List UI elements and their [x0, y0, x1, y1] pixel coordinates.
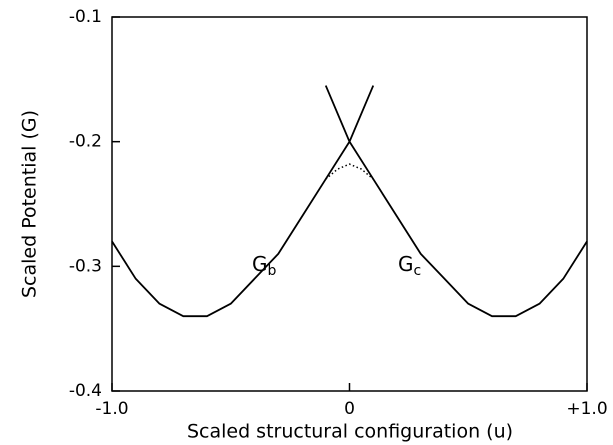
- y-tick-label: -0.4: [69, 381, 102, 401]
- x-tick-label: +1.0: [566, 399, 607, 419]
- x-axis-label: Scaled structural configuration (u): [187, 421, 513, 443]
- annotation-sub: c: [414, 263, 422, 279]
- y-tick-label: -0.3: [69, 256, 102, 276]
- annotation: Gc: [398, 252, 421, 280]
- y-tick-label: -0.1: [69, 7, 102, 27]
- annotation: Gb: [252, 252, 277, 280]
- series-line: [111, 85, 375, 318]
- annotation-text: G: [252, 252, 268, 276]
- plot-frame: [111, 16, 588, 392]
- annotation-text: G: [398, 252, 414, 276]
- x-tick-label: -1.0: [95, 399, 128, 419]
- x-tick-label: 0: [344, 399, 355, 419]
- y-axis-label: Scaled Potential (G): [19, 110, 41, 298]
- annotation-sub: b: [268, 263, 277, 279]
- y-tick-label: -0.2: [69, 132, 102, 152]
- series-line: [324, 85, 588, 318]
- series-line: [325, 163, 374, 180]
